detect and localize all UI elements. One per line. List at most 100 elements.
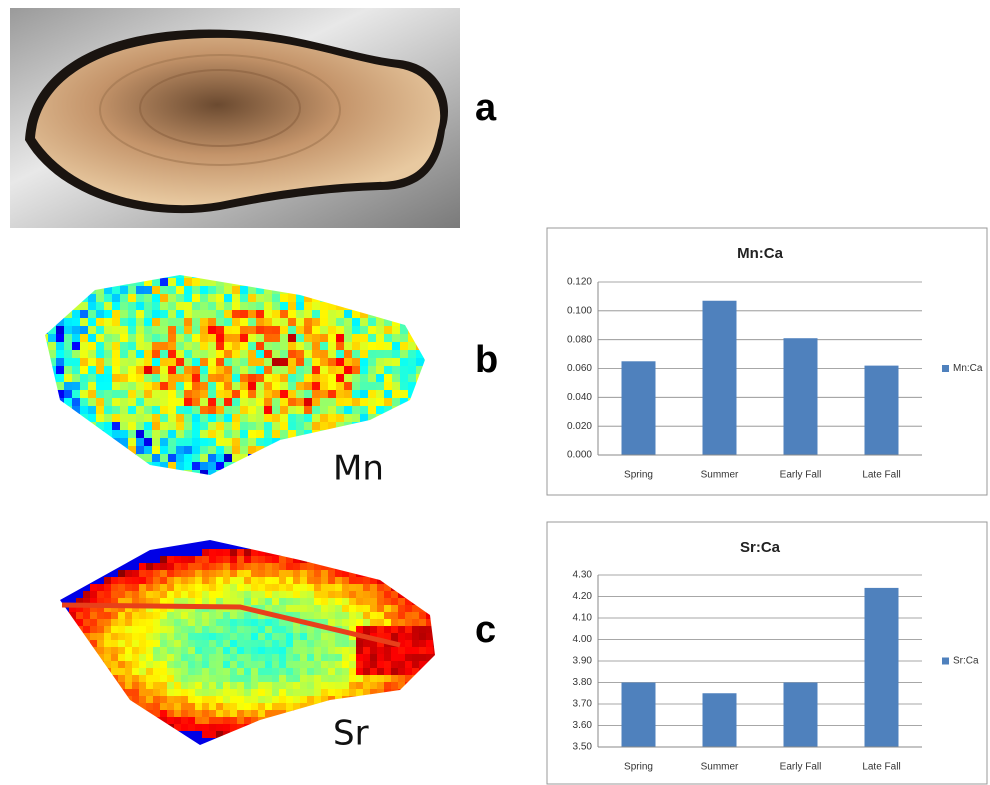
heat-cell bbox=[76, 584, 83, 591]
heat-cell bbox=[48, 302, 56, 310]
heat-cell bbox=[314, 696, 321, 703]
heat-cell bbox=[280, 382, 288, 390]
heat-cell bbox=[152, 454, 160, 462]
heat-cell bbox=[398, 738, 405, 745]
heat-cell bbox=[419, 612, 426, 619]
heat-cell bbox=[360, 406, 368, 414]
heat-cell bbox=[160, 275, 168, 278]
heat-cell bbox=[300, 605, 307, 612]
heat-cell bbox=[72, 326, 80, 334]
heat-cell bbox=[321, 570, 328, 577]
heat-cell bbox=[384, 422, 392, 430]
heat-cell bbox=[251, 717, 258, 724]
heat-cell bbox=[216, 731, 223, 738]
heat-cell bbox=[286, 745, 293, 752]
heat-cell bbox=[244, 738, 251, 745]
heat-cell bbox=[160, 668, 167, 675]
heat-cell bbox=[232, 430, 240, 438]
heat-cell bbox=[400, 390, 408, 398]
heat-cell bbox=[286, 556, 293, 563]
heat-cell bbox=[184, 478, 192, 486]
heat-cell bbox=[426, 717, 433, 724]
heat-cell bbox=[60, 598, 62, 605]
heat-cell bbox=[152, 438, 160, 446]
heat-cell bbox=[335, 689, 342, 696]
heat-cell bbox=[104, 390, 112, 398]
heat-cell bbox=[136, 310, 144, 318]
heat-cell bbox=[125, 598, 132, 605]
heat-cell bbox=[174, 556, 181, 563]
heat-cell bbox=[240, 350, 248, 358]
otolith-photo bbox=[10, 8, 460, 228]
heat-cell bbox=[426, 745, 433, 752]
heat-cell bbox=[391, 612, 398, 619]
heat-cell bbox=[167, 570, 174, 577]
heat-cell bbox=[368, 398, 376, 406]
heat-cell bbox=[368, 414, 376, 422]
heat-cell bbox=[202, 689, 209, 696]
heat-cell bbox=[272, 633, 279, 640]
heat-cell bbox=[248, 398, 256, 406]
heat-cell bbox=[376, 294, 384, 302]
heat-cell bbox=[342, 584, 349, 591]
heat-cell bbox=[216, 278, 224, 286]
heat-cell bbox=[188, 696, 195, 703]
heat-cell bbox=[96, 342, 104, 350]
heat-cell bbox=[328, 390, 336, 398]
heat-cell bbox=[88, 310, 96, 318]
heat-cell bbox=[160, 717, 167, 724]
heat-cell bbox=[412, 696, 419, 703]
heat-cell bbox=[112, 334, 120, 342]
heat-cell bbox=[168, 342, 176, 350]
heat-cell bbox=[64, 462, 72, 470]
heat-cell bbox=[314, 717, 321, 724]
heat-cell bbox=[349, 703, 356, 710]
heat-cell bbox=[384, 598, 391, 605]
heat-cell bbox=[314, 584, 321, 591]
heat-cell bbox=[336, 302, 344, 310]
heat-cell bbox=[132, 654, 139, 661]
heat-cell bbox=[335, 540, 342, 542]
heat-cell bbox=[391, 619, 398, 626]
heat-cell bbox=[286, 577, 293, 584]
heat-cell bbox=[251, 570, 258, 577]
heat-cell bbox=[216, 302, 224, 310]
heat-cell bbox=[293, 540, 300, 542]
heat-cell bbox=[136, 350, 144, 358]
heat-cell bbox=[328, 406, 336, 414]
heat-cell bbox=[384, 406, 392, 414]
heat-cell bbox=[433, 731, 435, 738]
heat-cell bbox=[328, 668, 335, 675]
heat-cell bbox=[112, 454, 120, 462]
heat-cell bbox=[209, 689, 216, 696]
heat-cell bbox=[433, 577, 435, 584]
heat-cell bbox=[384, 591, 391, 598]
heat-cell bbox=[104, 478, 112, 486]
heat-cell bbox=[384, 275, 392, 278]
heat-cell bbox=[237, 626, 244, 633]
heat-cell bbox=[136, 286, 144, 294]
heat-cell bbox=[209, 661, 216, 668]
heat-cell bbox=[288, 438, 296, 446]
heat-cell bbox=[408, 275, 416, 278]
heat-cell bbox=[62, 626, 69, 633]
heat-cell bbox=[168, 478, 176, 486]
heat-cell bbox=[244, 563, 251, 570]
heat-cell bbox=[405, 577, 412, 584]
heat-cell bbox=[320, 275, 328, 278]
heat-cell bbox=[176, 278, 184, 286]
heat-cell bbox=[69, 717, 76, 724]
heat-cell bbox=[209, 703, 216, 710]
heat-cell bbox=[176, 310, 184, 318]
heat-cell bbox=[360, 278, 368, 286]
heat-cell bbox=[320, 470, 328, 475]
heat-cell bbox=[104, 366, 112, 374]
heat-cell bbox=[62, 563, 69, 570]
heat-cell bbox=[104, 310, 112, 318]
heat-cell bbox=[139, 724, 146, 731]
heat-cell bbox=[125, 668, 132, 675]
heat-cell bbox=[408, 398, 416, 406]
heat-cell bbox=[60, 738, 62, 745]
heat-cell bbox=[314, 731, 321, 738]
heat-cell bbox=[368, 366, 376, 374]
